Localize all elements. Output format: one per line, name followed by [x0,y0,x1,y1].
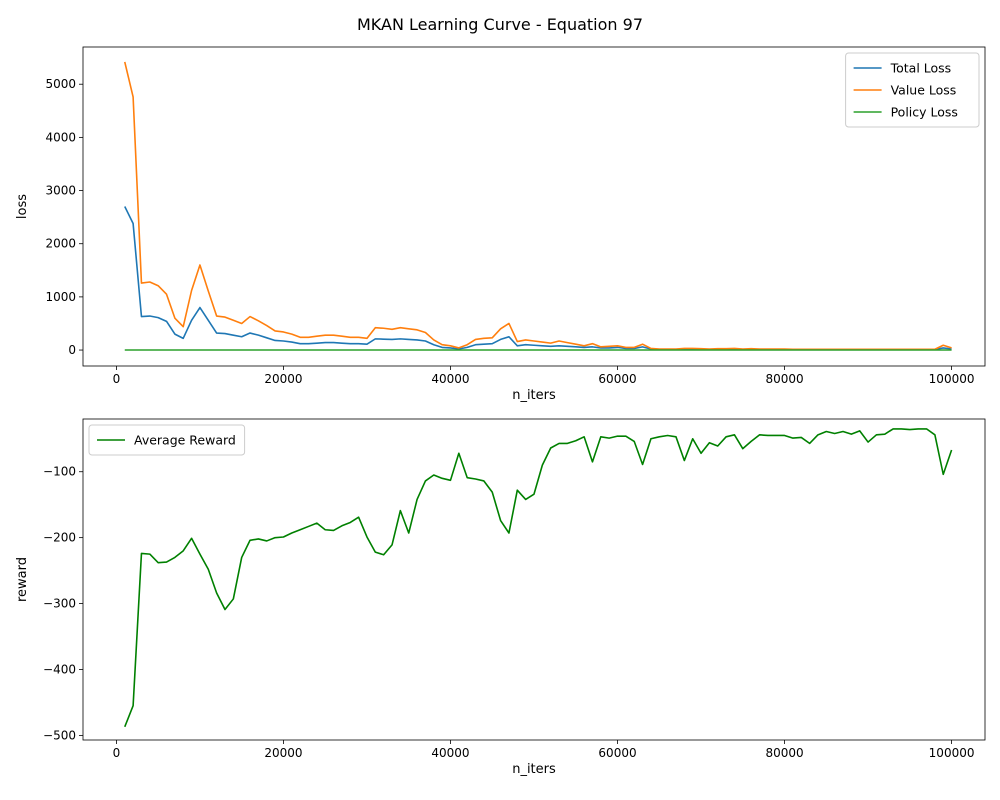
y-tick-label: 4000 [45,130,76,144]
x-tick-label: 20000 [264,746,302,760]
y-tick-label: 1000 [45,290,76,304]
legend-label: Total Loss [890,61,952,76]
y-tick-label: 0 [68,343,76,357]
y-axis-label: loss [15,194,30,219]
loss-chart: 0 20000 40000 60000 80000 100000 0 1000 2000 3000… [15,46,986,403]
x-tick-label: 100000 [929,372,975,386]
x-axis-label: n_iters [512,388,556,403]
x-axis-label: n_iters [512,762,556,777]
x-tick-label: 80000 [765,372,803,386]
legend-box [845,52,980,128]
legend: Total Loss Value Loss Policy Loss [845,52,980,128]
y-axis-label: reward [15,557,30,602]
plot-frame [82,46,986,367]
y-tick-label: 2000 [45,237,76,251]
y-tick-label: 3000 [45,184,76,198]
y-tick-label: −500 [43,728,76,742]
legend-label: Policy Loss [891,105,958,120]
legend: Average Reward [88,424,246,456]
legend-label: Average Reward [134,433,236,448]
x-tick-label: 0 [113,372,121,386]
legend-label: Value Loss [891,83,957,98]
y-tick-label: −200 [43,531,76,545]
x-tick-label: 100000 [929,746,975,760]
y-tick-label: 5000 [45,77,76,91]
y-tick-label: −300 [43,597,76,611]
y-tick-label: −100 [43,465,76,479]
x-tick-label: 20000 [264,372,302,386]
x-tick-label: 80000 [765,746,803,760]
legend-box [88,424,246,456]
x-tick-label: 60000 [598,746,636,760]
x-tick-label: 60000 [598,372,636,386]
y-tick-label: −400 [43,662,76,676]
x-tick-label: 0 [113,746,121,760]
plot-frame [82,418,986,741]
x-tick-label: 40000 [431,746,469,760]
series-line-average-reward [124,428,953,728]
x-tick-label: 40000 [431,372,469,386]
reward-chart: 0 20000 40000 60000 80000 100000 −500 −400 −300 −… [15,418,986,777]
figure-title: MKAN Learning Curve - Equation 97 [357,15,643,34]
